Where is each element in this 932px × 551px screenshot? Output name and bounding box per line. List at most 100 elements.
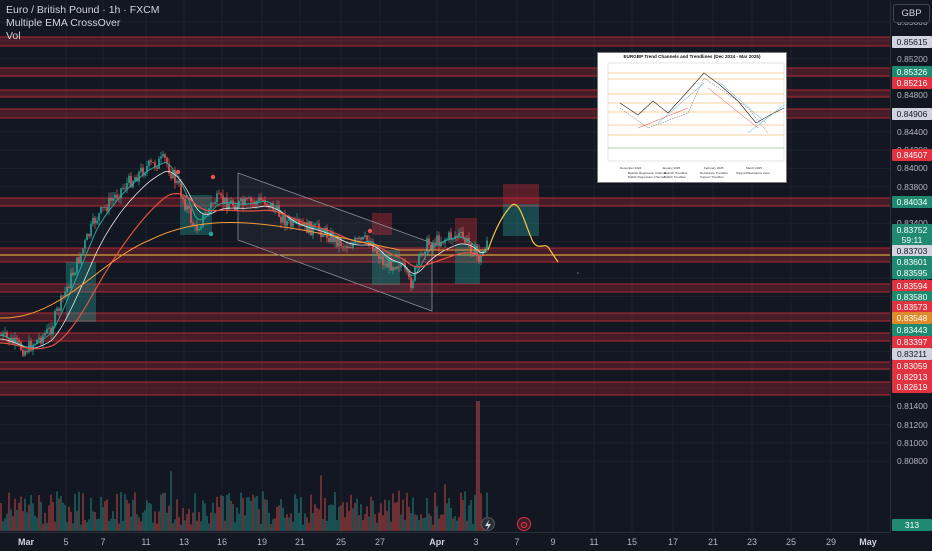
volume-bar [190,524,192,531]
volume-bar [332,504,334,531]
candle-body [272,202,274,212]
candle-body [66,287,68,292]
candle-body [334,235,336,242]
volume-bar [158,511,160,531]
candle-body [186,206,188,210]
candle-body [450,232,452,240]
price-tag[interactable]: 0.82913 [892,371,932,383]
volume-bar [130,516,132,531]
time-tick-label: 29 [825,537,837,547]
sr-zone [0,68,890,76]
candle-body [242,198,244,205]
volume-bar [298,512,300,531]
volume-bar [292,521,294,531]
candle-body [472,252,474,257]
volume-bar [400,514,402,531]
price-tick-label: 0.81200 [897,419,928,430]
candle-body [214,202,216,204]
candle-body [150,160,152,163]
price-tag[interactable]: 0.83601 [892,256,932,268]
candle-body [136,177,138,182]
price-tag[interactable]: 0.83580 [892,291,932,303]
chart-area[interactable]: Euro / British Pound · 1h · FXCM Multipl… [0,0,890,532]
volume-bar [418,519,420,531]
volume-bar [304,513,306,531]
price-tag[interactable]: 0.83594 [892,280,932,292]
candle-body [146,166,148,173]
price-tag[interactable]: 0.83548 [892,312,932,324]
volume-bar [460,492,462,531]
price-tag[interactable]: 0.83703 [892,245,932,257]
price-tag[interactable]: 0.85326 [892,66,932,78]
price-tag[interactable]: 0.82619 [892,381,932,393]
price-tag[interactable]: 0.85615 [892,36,932,48]
price-chart[interactable] [0,0,890,532]
volume-bar [120,492,122,531]
currency-selector[interactable]: GBP [893,4,930,23]
candle-body [196,224,198,231]
candle-body [224,197,226,204]
inset-channel [637,87,759,129]
candle-body [402,263,404,265]
time-tick-label: 21 [707,537,719,547]
candle-body [322,234,324,237]
ema-slow-line [0,192,487,350]
candle-body [94,217,96,224]
price-tag[interactable]: 59:11 [892,234,932,246]
candle-body [198,229,200,231]
volume-bar [212,502,214,531]
volume-bar [348,510,350,531]
time-tick-label: Apr [429,537,445,547]
price-tag[interactable]: 0.83059 [892,360,932,372]
volume-bar [218,506,220,531]
candle-body [258,197,260,202]
volume-bar [486,492,488,531]
indicator-name[interactable]: Multiple EMA CrossOver [6,17,121,29]
candle-body [422,253,424,256]
volume-bar [284,517,286,531]
price-tag[interactable]: 0.84906 [892,108,932,120]
price-tag[interactable]: 0.83595 [892,267,932,279]
price-tag[interactable]: 0.83443 [892,324,932,336]
volume-bar [200,521,202,531]
price-tick-label: 0.84800 [897,90,928,101]
price-axis[interactable]: 0.856000.854000.852000.850000.848000.846… [890,0,932,532]
price-tag[interactable]: 0.83752 [892,224,932,236]
volume-bar [350,494,352,531]
candle-body [140,167,142,172]
price-tag[interactable]: 0.83211 [892,348,932,360]
candle-body [368,240,370,245]
price-tag[interactable]: 0.85216 [892,77,932,89]
volume-bar [178,517,180,531]
candle-body [78,257,80,264]
candle-body [286,220,288,226]
volume-bar [188,508,190,531]
volume-bar [454,516,456,531]
candle-body [400,263,402,268]
symbol-title[interactable]: Euro / British Pound · 1h · FXCM [6,4,160,16]
price-tag[interactable]: 0.83397 [892,336,932,348]
candle-body [228,203,230,210]
price-tick-label: 0.85200 [897,53,928,64]
sr-zone [0,90,890,97]
candle-body [264,200,266,204]
volume-bar [180,524,182,531]
volume-label[interactable]: Vol [6,30,21,42]
volume-bar [146,500,148,531]
candle-body [22,350,24,356]
volume-bar [462,499,464,531]
candle-body [462,231,464,238]
event-flag-icon[interactable] [517,517,531,531]
price-tag[interactable]: 0.83573 [892,301,932,313]
candle-body [306,222,308,233]
time-axis[interactable]: Mar 5 7 11 13 16 19 21 25 27 Apr 3 7 9 11 15 17 21 23 25 29 M… [0,532,890,551]
candle-body [270,202,272,208]
price-tag[interactable]: 313 [892,519,932,531]
price-tag[interactable]: 0.84507 [892,149,932,161]
volume-bar [364,514,366,531]
lightning-icon[interactable] [481,517,495,531]
volume-bar [360,504,362,531]
sr-zone [0,313,890,321]
price-tag[interactable]: 0.84034 [892,196,932,208]
candle-body [470,243,472,253]
